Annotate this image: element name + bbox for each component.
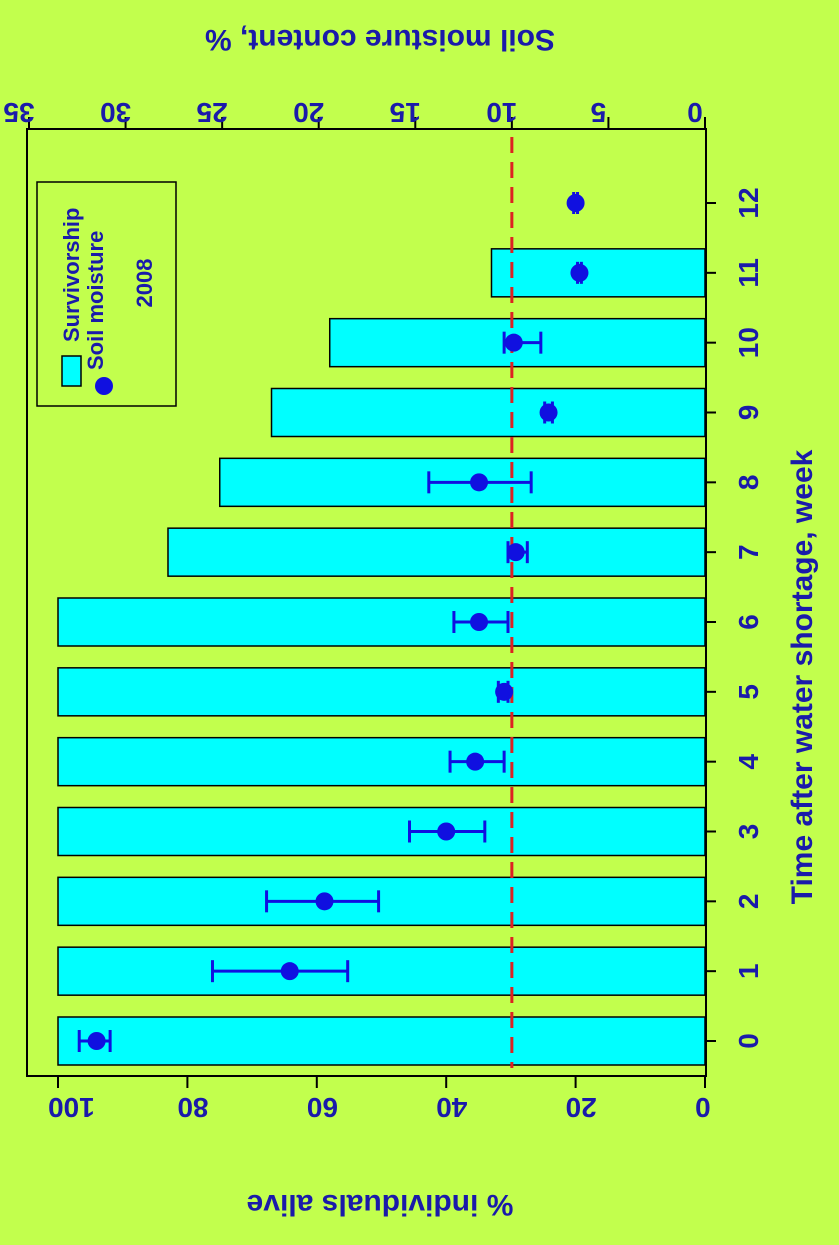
left-axis-tick-label: 0 bbox=[695, 1092, 711, 1123]
category-tick-label: 10 bbox=[733, 327, 764, 358]
category-tick-label: 3 bbox=[733, 824, 764, 840]
right-axis-tick-label: 30 bbox=[100, 97, 131, 128]
x-axis-label: Time after water shortage, week bbox=[786, 449, 819, 904]
moisture-point bbox=[466, 752, 485, 771]
left-axis-tick-label: 20 bbox=[566, 1092, 597, 1123]
right-axis-tick-label: 15 bbox=[390, 97, 421, 128]
moisture-point bbox=[566, 194, 585, 212]
legend-point-swatch bbox=[95, 377, 113, 395]
survivorship-bar bbox=[490, 248, 706, 298]
survivorship-bar bbox=[57, 736, 706, 787]
category-tick-label: 9 bbox=[733, 405, 764, 421]
y-axis-label-right: Soil moisture content, % bbox=[205, 23, 555, 56]
survivorship-bar bbox=[219, 457, 706, 508]
category-tick-label: 11 bbox=[733, 258, 764, 288]
survivorship-bar bbox=[57, 1016, 706, 1066]
right-axis-tick-label: 0 bbox=[687, 97, 703, 128]
survivorship-bar bbox=[167, 527, 706, 577]
left-axis-tick-label: 60 bbox=[307, 1092, 338, 1123]
category-tick-label: 12 bbox=[733, 187, 764, 218]
moisture-point bbox=[280, 962, 299, 981]
legend-box bbox=[36, 181, 177, 407]
right-axis-tick-label: 20 bbox=[293, 97, 324, 128]
legend-entry-soil-moisture: Soil moisture bbox=[83, 231, 108, 370]
moisture-point bbox=[539, 403, 558, 422]
moisture-point bbox=[470, 613, 489, 631]
right-axis-tick-label: 35 bbox=[3, 97, 34, 128]
moisture-point bbox=[504, 333, 523, 352]
legend: Survivorship Soil moisture 2008 bbox=[36, 181, 177, 407]
category-tick-label: 0 bbox=[733, 1033, 764, 1049]
category-tick-label: 6 bbox=[733, 614, 764, 630]
survivorship-bar bbox=[57, 946, 706, 996]
legend-title: 2008 bbox=[132, 259, 157, 308]
moisture-point bbox=[570, 263, 589, 282]
category-tick-label: 1 bbox=[733, 963, 764, 979]
survivorship-bar bbox=[57, 806, 706, 857]
right-axis-tick-label: 10 bbox=[486, 97, 517, 128]
legend-entry-survivorship: Survivorship bbox=[59, 208, 84, 342]
moisture-point bbox=[87, 1032, 106, 1050]
survivorship-bar bbox=[57, 876, 706, 927]
category-tick-label: 7 bbox=[733, 544, 764, 560]
moisture-point bbox=[506, 543, 525, 562]
left-axis-tick-label: 80 bbox=[177, 1092, 208, 1123]
plot-frame bbox=[26, 128, 707, 1077]
moisture-point bbox=[437, 822, 456, 841]
category-tick-label: 2 bbox=[733, 894, 764, 910]
left-axis-tick-label: 40 bbox=[436, 1092, 467, 1123]
right-axis-tick-label: 25 bbox=[197, 97, 228, 128]
category-tick-label: 8 bbox=[733, 475, 764, 491]
survivorship-bar bbox=[57, 597, 706, 647]
survivorship-bar bbox=[270, 387, 706, 438]
moisture-point bbox=[470, 473, 489, 492]
plot-marks: 0204060801000510152025303501234567891011… bbox=[3, 97, 764, 1123]
legend-bar-swatch bbox=[61, 355, 82, 387]
right-axis-tick-label: 5 bbox=[591, 97, 607, 128]
left-axis-tick-label: 100 bbox=[48, 1092, 95, 1123]
category-tick-label: 5 bbox=[733, 684, 764, 700]
moisture-point bbox=[495, 682, 514, 701]
y-axis-label-left: % individuals alive bbox=[247, 1188, 514, 1221]
survivorship-bar bbox=[57, 667, 706, 717]
category-tick-label: 4 bbox=[733, 753, 764, 769]
moisture-point bbox=[315, 892, 334, 911]
